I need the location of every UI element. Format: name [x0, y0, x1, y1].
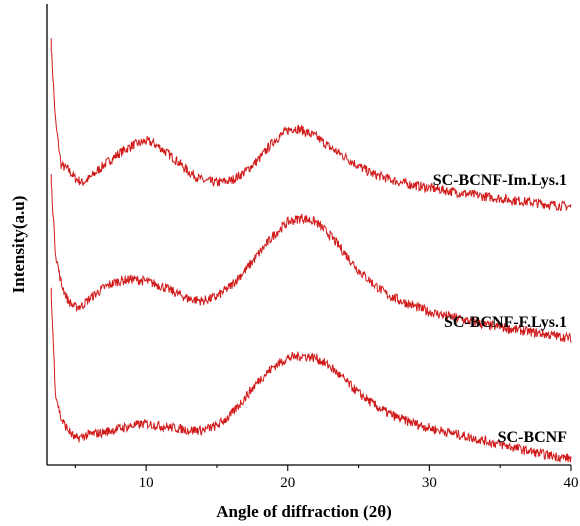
y-axis-title: Intensity(a.u): [9, 196, 28, 294]
axes-layer: [46, 4, 572, 471]
series-label-im-lys: SC-BCNF-Im.Lys.1: [433, 172, 567, 189]
x-tick-label: 40: [564, 475, 579, 491]
x-tick-label: 10: [139, 475, 154, 491]
series-line-2: [50, 174, 572, 343]
x-tick-label: 30: [422, 475, 437, 491]
labels-layer: 10 20 30 40 Angle of diffraction (2θ) Intensi…: [9, 172, 579, 521]
series-line-3: [50, 287, 572, 463]
series-layer: [50, 38, 572, 463]
x-tick-label: 20: [280, 475, 295, 491]
series-label-sc-bcnf: SC-BCNF: [498, 429, 568, 446]
x-axis-title: Angle of diffraction (2θ): [216, 502, 392, 521]
series-line-1: [50, 38, 572, 212]
series-label-f-lys: SC-BCNF-F.Lys.1: [444, 314, 567, 331]
